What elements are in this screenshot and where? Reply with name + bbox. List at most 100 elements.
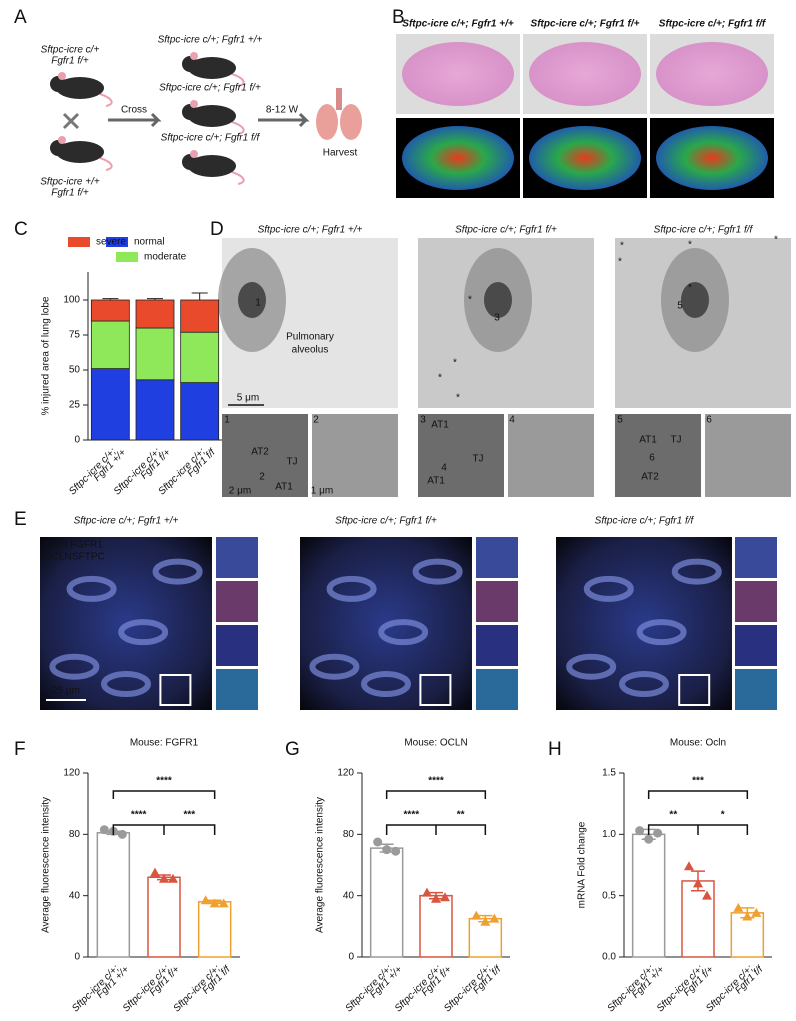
zoom-box [159, 674, 192, 706]
y-tick-label: 25 [69, 400, 81, 411]
y-axis-label: mRNA Fold change [577, 821, 588, 908]
y-tick-label: 0.0 [602, 952, 616, 963]
lung-right [340, 104, 362, 140]
em-annotation: 6 [649, 453, 655, 464]
alveolar-wall [66, 575, 117, 602]
bar [369, 847, 404, 958]
panel-label: D [210, 219, 224, 240]
error-bar [191, 292, 208, 300]
mouse-tail [99, 157, 113, 171]
channel-label: SFTPC [72, 552, 105, 563]
bar-segment [135, 299, 175, 329]
data-point [99, 825, 109, 835]
data-point [733, 902, 744, 912]
data-point [653, 828, 663, 838]
mouse-icon [182, 100, 245, 135]
bar-segment [90, 368, 130, 441]
data-point [751, 907, 762, 917]
alveolar-wall [583, 575, 634, 602]
genotype-label: Sftpc-icre +/+ [40, 177, 100, 188]
zoom-box [678, 674, 711, 706]
mouse-ear [190, 150, 198, 158]
panel-label: A [14, 7, 27, 28]
significance-bracket [647, 824, 749, 835]
image-title: Sftpc-icre c/+; Fgfr1 f/+ [335, 516, 437, 527]
em-inset [222, 414, 308, 497]
significance-bracket [112, 824, 216, 835]
channel-label: DAPI [44, 540, 67, 551]
em-annotation: 2 μm [229, 486, 251, 497]
panel-label: E [14, 509, 27, 530]
em-annotation: AT1 [275, 482, 293, 493]
em-nucleus [681, 282, 709, 318]
zoom-inset [476, 581, 518, 622]
em-inset [705, 414, 791, 497]
em-nucleus [238, 282, 266, 318]
significance-label: **** [428, 776, 444, 787]
alveolar-wall [152, 558, 203, 585]
asterisk: * [468, 295, 472, 306]
panel-label: B [392, 7, 405, 28]
significance-bracket [112, 790, 216, 799]
genotype-label: Sftpc-icre c/+; Fgfr1 f/+ [159, 83, 261, 94]
genotype-label: Sftpc-icre c/+; Fgfr1 +/+ [158, 35, 263, 46]
bar-segment [90, 299, 130, 322]
em-annotation: 3 [494, 313, 500, 324]
cross-label: Cross [121, 105, 147, 116]
asterisk: * [620, 241, 624, 252]
em-annotation: 5 [617, 415, 623, 426]
data-point [382, 845, 392, 855]
chart-title: Mouse: OCLN [404, 738, 467, 749]
data-point [218, 898, 229, 908]
em-annotation: TJ [472, 454, 483, 465]
scale-label: 25 μm [52, 686, 80, 697]
mouse-ear [190, 100, 198, 108]
em-annotation: Pulmonary [286, 332, 334, 343]
data-point [684, 861, 694, 871]
bar-segment [135, 327, 175, 381]
alveolar-wall [101, 671, 151, 698]
data-point [635, 826, 645, 836]
y-tick-label: 80 [343, 829, 355, 840]
em-annotation: 4 [509, 415, 515, 426]
significance-bracket [385, 790, 487, 799]
asterisk: * [688, 283, 692, 294]
zoom-inset [476, 625, 518, 666]
zoom-inset [216, 581, 258, 622]
legend-swatch [116, 252, 138, 262]
zoom-inset [216, 537, 258, 578]
bar [631, 833, 666, 958]
mouse-ear [190, 52, 198, 60]
legend-swatch [68, 237, 90, 247]
zoom-inset [735, 537, 777, 578]
zoom-inset [735, 581, 777, 622]
significance-label: *** [183, 810, 195, 821]
image-title: Sftpc-icre c/+; Fgfr1 +/+ [402, 19, 514, 30]
lung-section [402, 42, 514, 106]
y-tick-label: 75 [69, 330, 81, 341]
em-annotation: TJ [286, 457, 297, 468]
em-annotation: 5 [677, 301, 683, 312]
alveolar-wall [326, 575, 377, 602]
data-point [489, 913, 500, 923]
data-point [431, 893, 441, 903]
data-point [200, 895, 211, 905]
lung-heatmap [402, 126, 514, 190]
alveolar-wall [619, 671, 669, 698]
alveolar-wall [49, 653, 100, 680]
mouse-tail [231, 73, 245, 87]
genotype-label: Fgfr1 f/+ [51, 188, 89, 199]
y-tick-label: 80 [69, 829, 81, 840]
data-point [440, 892, 450, 902]
data-point [159, 873, 169, 883]
data-point [480, 916, 491, 926]
em-annotation: 3 [420, 415, 426, 426]
em-annotation: AT2 [641, 472, 659, 483]
mouse-body [56, 141, 104, 163]
panel-label: G [285, 739, 300, 760]
genotype-label: Fgfr1 f/+ [51, 56, 89, 67]
error-bar [102, 298, 119, 300]
em-annotation: AT1 [427, 476, 445, 487]
em-annotation: 2 [259, 472, 265, 483]
